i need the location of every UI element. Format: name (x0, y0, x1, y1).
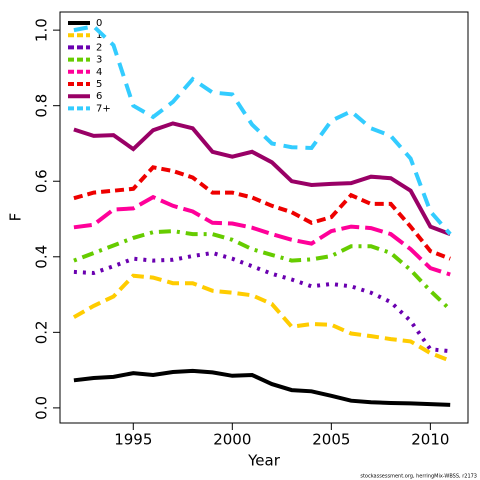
x-tick-label: 1995 (114, 431, 152, 449)
series-line (73, 194, 451, 277)
legend-label: 4 (96, 67, 102, 78)
legend-label: 5 (96, 79, 102, 90)
y-tick-label: 0.8 (33, 94, 51, 118)
legend-label: 3 (96, 55, 102, 66)
legend-label: 2 (96, 42, 102, 53)
series-line (73, 368, 451, 407)
legend-label: 1 (96, 30, 102, 41)
x-tick-label: 2005 (312, 431, 350, 449)
legend-label: 7+ (96, 103, 111, 114)
series-line (73, 24, 452, 236)
series-line (73, 229, 452, 312)
legend-label: 0 (96, 18, 102, 29)
x-tick-label: 2000 (213, 431, 251, 449)
y-tick-label: 0.0 (33, 396, 51, 420)
y-tick-label: 1.0 (33, 18, 51, 42)
series-line (72, 273, 451, 363)
x-axis-label: Year (247, 452, 281, 470)
footnote: stockassessment.org, herringMix-WBSS, r2… (360, 474, 477, 480)
legend-label: 6 (96, 91, 102, 102)
plot-frame (59, 11, 469, 424)
x-tick-label: 2010 (411, 431, 449, 449)
y-tick-label: 0.4 (33, 245, 51, 269)
series-line (73, 250, 451, 354)
y-tick-label: 0.2 (33, 320, 51, 344)
series-line (73, 121, 451, 236)
y-axis-label: F (7, 213, 25, 222)
y-tick-label: 0.6 (33, 169, 51, 193)
